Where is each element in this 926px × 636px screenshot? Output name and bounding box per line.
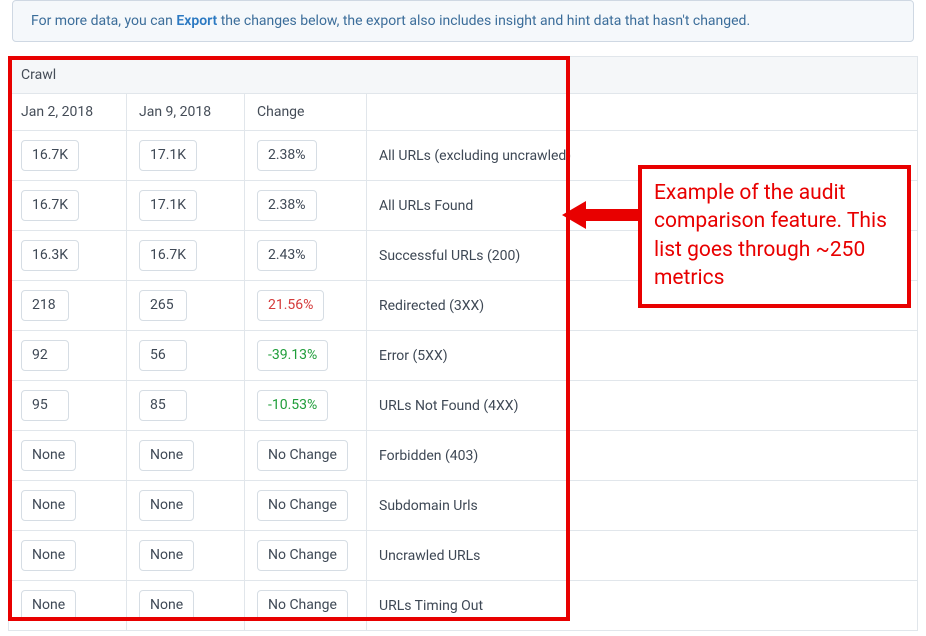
comparison-table: Crawl Jan 2, 2018 Jan 9, 2018 Change 16.… (8, 56, 918, 631)
value-cell-a: None (9, 431, 127, 481)
value-cell-a: 16.7K (9, 131, 127, 181)
annotation-text: Example of the audit comparison feature.… (654, 181, 887, 290)
metric-label: Subdomain Urls (367, 481, 918, 531)
metric-label: Uncrawled URLs (367, 531, 918, 581)
value-pill[interactable]: 16.7K (139, 240, 197, 271)
value-cell-a: 92 (9, 331, 127, 381)
col-header-change[interactable]: Change (245, 94, 367, 131)
change-cell: No Change (245, 481, 367, 531)
change-pill[interactable]: 2.43% (257, 240, 317, 271)
change-pill[interactable]: 2.38% (257, 140, 317, 171)
table-row: None None No Change Uncrawled URLs (9, 531, 918, 581)
change-pill[interactable]: 21.56% (257, 290, 324, 321)
value-pill[interactable]: None (139, 490, 194, 521)
metric-label: Error (5XX) (367, 331, 918, 381)
value-cell-a: None (9, 581, 127, 631)
change-pill[interactable]: No Change (257, 590, 348, 621)
value-cell-b: None (127, 581, 245, 631)
change-cell: No Change (245, 581, 367, 631)
value-cell-a: None (9, 531, 127, 581)
change-pill[interactable]: No Change (257, 490, 348, 521)
value-pill[interactable]: 16.3K (21, 240, 79, 271)
value-cell-a: 16.7K (9, 181, 127, 231)
value-pill[interactable]: 265 (139, 290, 187, 321)
value-pill[interactable]: 92 (21, 340, 69, 371)
value-pill[interactable]: 16.7K (21, 140, 79, 171)
change-cell: 2.43% (245, 231, 367, 281)
value-pill[interactable]: 218 (21, 290, 69, 321)
metric-label: Forbidden (403) (367, 431, 918, 481)
value-cell-b: 85 (127, 381, 245, 431)
table-row: None None No Change Subdomain Urls (9, 481, 918, 531)
value-pill[interactable]: 17.1K (139, 140, 197, 171)
change-cell: 2.38% (245, 131, 367, 181)
value-pill[interactable]: None (139, 440, 194, 471)
value-cell-a: 218 (9, 281, 127, 331)
value-cell-b: 56 (127, 331, 245, 381)
metric-label: URLs Not Found (4XX) (367, 381, 918, 431)
value-cell-a: 95 (9, 381, 127, 431)
value-pill[interactable]: 56 (139, 340, 187, 371)
value-pill[interactable]: None (21, 540, 76, 571)
value-cell-b: 16.7K (127, 231, 245, 281)
change-cell: 21.56% (245, 281, 367, 331)
change-pill[interactable]: No Change (257, 540, 348, 571)
change-cell: No Change (245, 431, 367, 481)
value-pill[interactable]: 85 (139, 390, 187, 421)
value-pill[interactable]: None (21, 590, 76, 621)
table-row: 92 56 -39.13% Error (5XX) (9, 331, 918, 381)
table-row: None None No Change URLs Timing Out (9, 581, 918, 631)
value-cell-b: None (127, 431, 245, 481)
change-pill[interactable]: -10.53% (257, 390, 328, 421)
group-header-crawl: Crawl (9, 57, 918, 94)
col-header-date-b[interactable]: Jan 9, 2018 (127, 94, 245, 131)
metric-label: URLs Timing Out (367, 581, 918, 631)
value-cell-b: 17.1K (127, 181, 245, 231)
change-pill[interactable]: No Change (257, 440, 348, 471)
value-cell-a: 16.3K (9, 231, 127, 281)
value-pill[interactable]: 95 (21, 390, 69, 421)
value-pill[interactable]: None (139, 590, 194, 621)
value-cell-b: 265 (127, 281, 245, 331)
banner-text-prefix: For more data, you can (31, 13, 176, 29)
annotation-callout: Example of the audit comparison feature.… (638, 165, 911, 308)
value-cell-b: None (127, 531, 245, 581)
change-pill[interactable]: -39.13% (257, 340, 328, 371)
change-cell: No Change (245, 531, 367, 581)
value-pill[interactable]: None (21, 490, 76, 521)
change-cell: -39.13% (245, 331, 367, 381)
comparison-table-wrap: Crawl Jan 2, 2018 Jan 9, 2018 Change 16.… (8, 56, 926, 631)
table-row: 95 85 -10.53% URLs Not Found (4XX) (9, 381, 918, 431)
value-pill[interactable]: 17.1K (139, 190, 197, 221)
change-pill[interactable]: 2.38% (257, 190, 317, 221)
banner-text-suffix: the changes below, the export also inclu… (217, 13, 750, 29)
value-pill[interactable]: 16.7K (21, 190, 79, 221)
value-cell-b: 17.1K (127, 131, 245, 181)
change-cell: -10.53% (245, 381, 367, 431)
value-cell-b: None (127, 481, 245, 531)
export-link[interactable]: Export (176, 13, 217, 29)
value-cell-a: None (9, 481, 127, 531)
annotation-arrow-icon (562, 197, 638, 233)
table-row: None None No Change Forbidden (403) (9, 431, 918, 481)
col-header-date-a[interactable]: Jan 2, 2018 (9, 94, 127, 131)
col-header-label (367, 94, 918, 131)
value-pill[interactable]: None (139, 540, 194, 571)
value-pill[interactable]: None (21, 440, 76, 471)
info-banner: For more data, you can Export the change… (12, 0, 914, 42)
change-cell: 2.38% (245, 181, 367, 231)
